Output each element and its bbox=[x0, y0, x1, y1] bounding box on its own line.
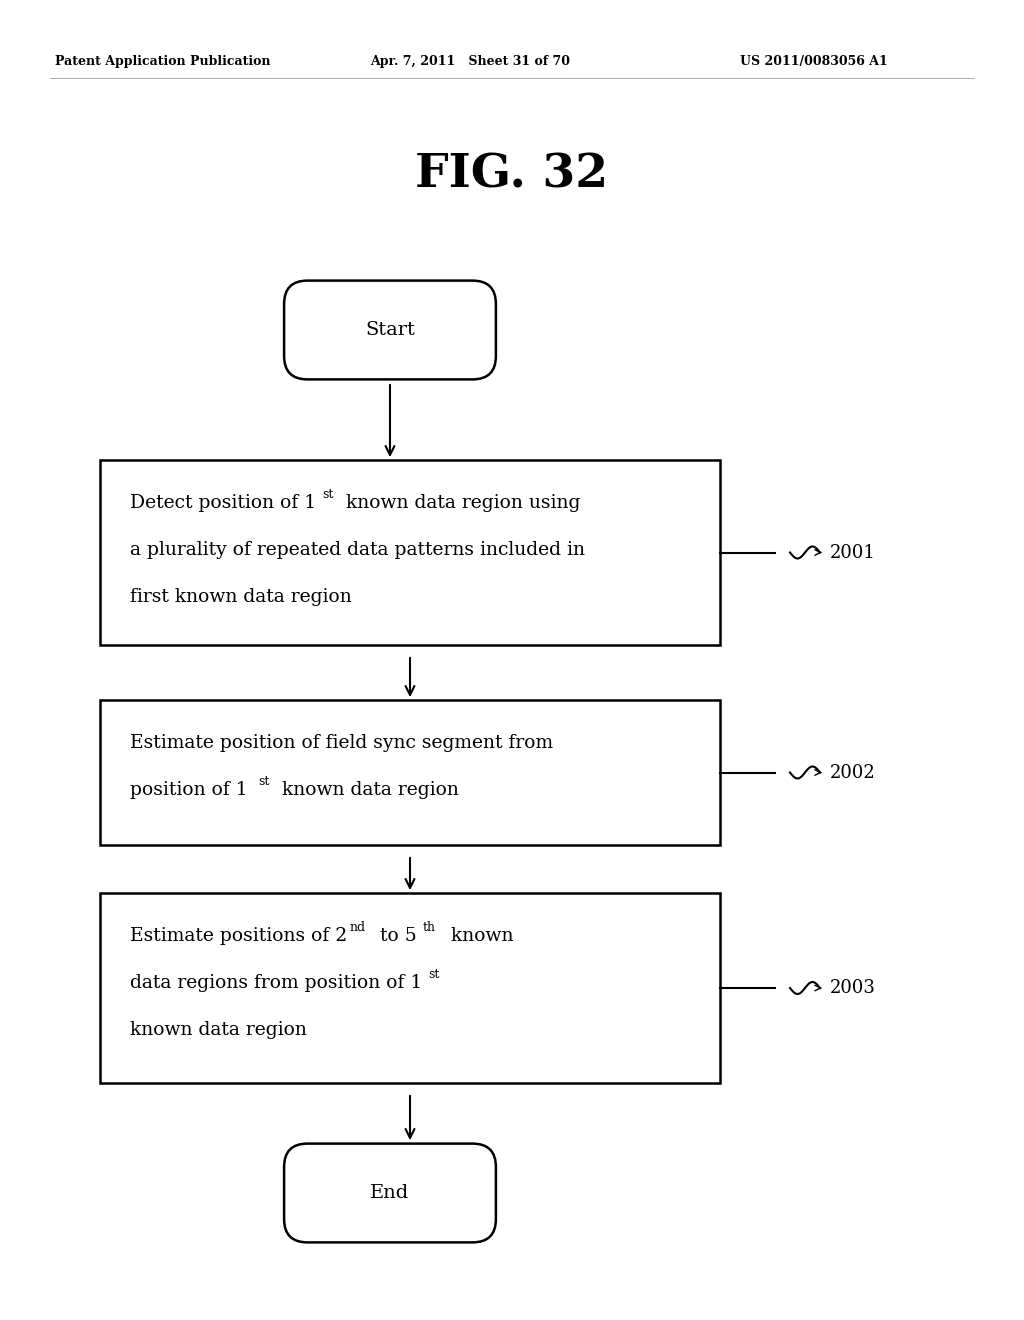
Bar bbox=[100, 459, 720, 645]
Text: Apr. 7, 2011   Sheet 31 of 70: Apr. 7, 2011 Sheet 31 of 70 bbox=[370, 55, 570, 69]
Text: 2001: 2001 bbox=[830, 544, 876, 561]
Text: data regions from position of 1: data regions from position of 1 bbox=[130, 974, 422, 993]
Text: 2002: 2002 bbox=[830, 763, 876, 781]
Text: to 5: to 5 bbox=[374, 927, 417, 945]
Text: known: known bbox=[445, 927, 513, 945]
Text: Patent Application Publication: Patent Application Publication bbox=[55, 55, 270, 69]
Text: FIG. 32: FIG. 32 bbox=[416, 152, 608, 198]
Bar bbox=[100, 894, 720, 1082]
Text: nd: nd bbox=[350, 921, 367, 935]
FancyBboxPatch shape bbox=[284, 281, 496, 379]
Text: first known data region: first known data region bbox=[130, 587, 352, 606]
Text: st: st bbox=[258, 775, 269, 788]
Text: position of 1: position of 1 bbox=[130, 781, 248, 799]
Text: Estimate position of field sync segment from: Estimate position of field sync segment … bbox=[130, 734, 553, 752]
Text: 2003: 2003 bbox=[830, 979, 876, 997]
Text: known data region using: known data region using bbox=[340, 494, 581, 512]
FancyBboxPatch shape bbox=[284, 1143, 496, 1242]
Bar bbox=[100, 700, 720, 845]
Text: Estimate positions of 2: Estimate positions of 2 bbox=[130, 927, 347, 945]
Text: st: st bbox=[322, 488, 334, 502]
Text: a plurality of repeated data patterns included in: a plurality of repeated data patterns in… bbox=[130, 541, 585, 558]
Text: Start: Start bbox=[366, 321, 415, 339]
Text: st: st bbox=[428, 968, 439, 981]
Text: known data region: known data region bbox=[276, 781, 459, 799]
Text: US 2011/0083056 A1: US 2011/0083056 A1 bbox=[740, 55, 888, 69]
Text: Detect position of 1: Detect position of 1 bbox=[130, 494, 316, 512]
Text: known data region: known data region bbox=[130, 1020, 307, 1039]
Text: End: End bbox=[371, 1184, 410, 1203]
Text: th: th bbox=[423, 921, 436, 935]
